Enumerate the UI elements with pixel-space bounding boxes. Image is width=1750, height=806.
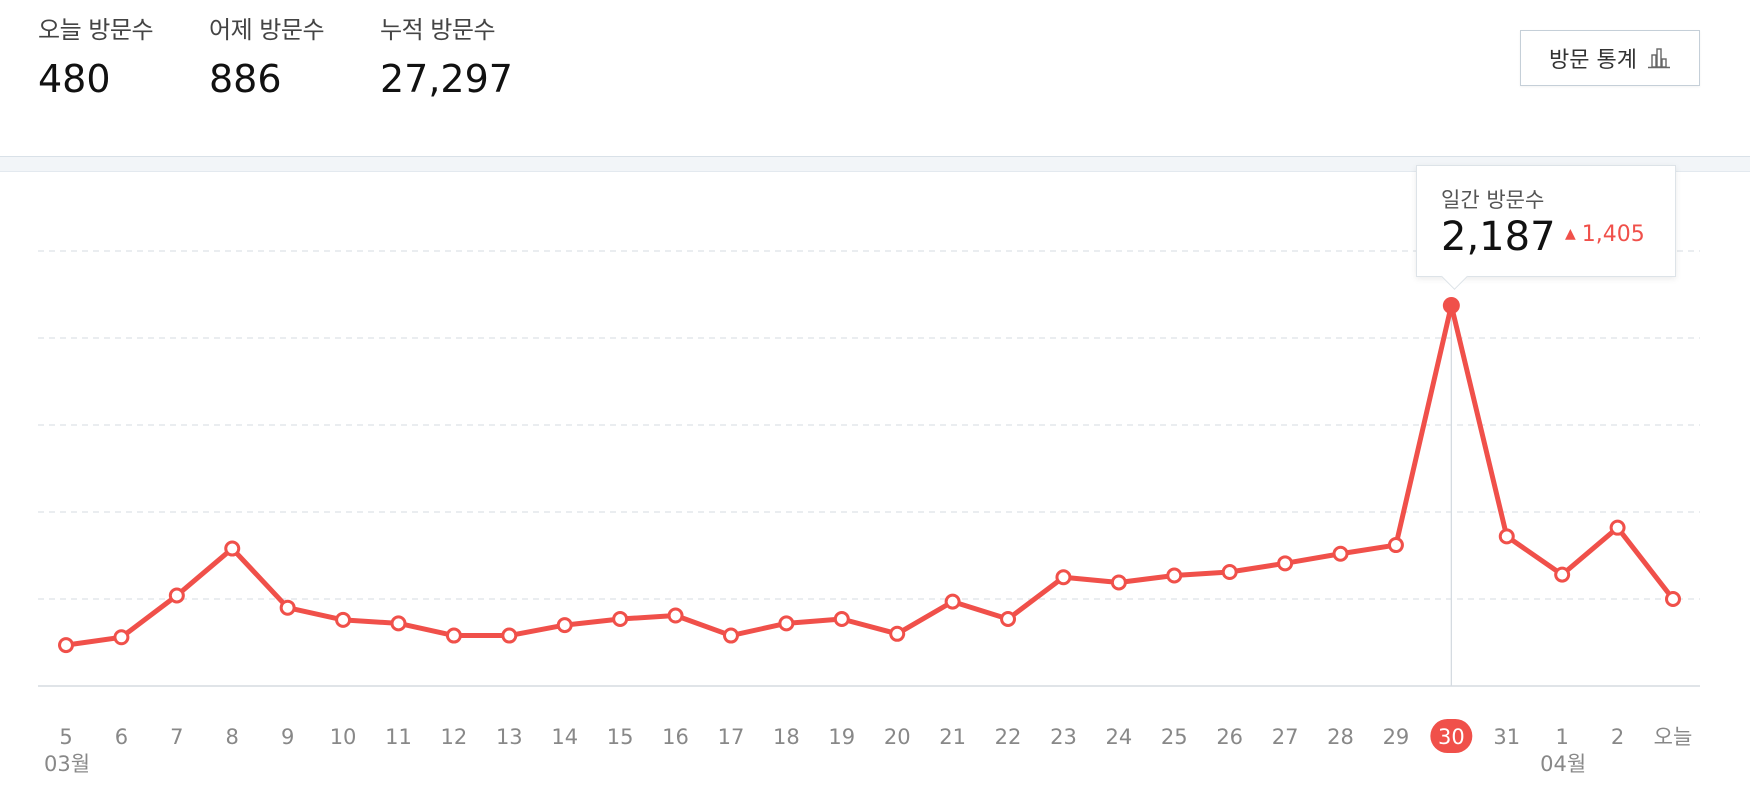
x-tick-label: 11 <box>385 725 412 749</box>
section-divider <box>0 156 1750 172</box>
data-point <box>1332 545 1349 562</box>
x-tick-label: 28 <box>1327 725 1354 749</box>
x-tick-label: 19 <box>828 725 855 749</box>
x-tick-label: 29 <box>1383 725 1410 749</box>
x-tick-label: 15 <box>607 725 634 749</box>
visit-stats-button[interactable]: 방문 통계 <box>1520 30 1700 86</box>
x-tick-label: 23 <box>1050 725 1077 749</box>
data-point <box>501 627 518 644</box>
x-tick-label: 31 <box>1493 725 1520 749</box>
series-line <box>63 302 1676 648</box>
data-point <box>1665 591 1681 607</box>
data-point <box>1554 566 1571 583</box>
month-label: 03월 <box>44 752 90 776</box>
stat-yesterday-value: 886 <box>209 57 282 101</box>
x-tick-label: 13 <box>496 725 523 749</box>
data-point <box>667 607 684 624</box>
x-tick-label: 6 <box>115 725 128 749</box>
stat-yesterday-label: 어제 방문수 <box>209 16 325 44</box>
x-tick-label: 26 <box>1216 725 1243 749</box>
data-point <box>1221 564 1238 581</box>
data-point <box>556 617 573 634</box>
x-tick-label: 9 <box>281 725 294 749</box>
stat-today: 오늘 방문수 480 <box>38 10 154 101</box>
stat-total-value: 27,297 <box>380 57 513 101</box>
x-tick-label: 30 <box>1438 725 1465 749</box>
data-point <box>113 629 130 646</box>
x-tick-label: 8 <box>226 725 239 749</box>
data-point <box>833 611 850 628</box>
data-point <box>1277 555 1294 572</box>
x-tick-label: 24 <box>1105 725 1132 749</box>
x-tick-label: 5 <box>59 725 72 749</box>
month-label: 04월 <box>1540 752 1586 776</box>
up-arrow-icon: ▲ <box>1565 226 1576 242</box>
data-point <box>1055 569 1072 586</box>
x-tick-label: 20 <box>884 725 911 749</box>
tooltip-title: 일간 방문수 <box>1441 188 1545 212</box>
x-tick-label: 12 <box>441 725 468 749</box>
stat-yesterday: 어제 방문수 886 <box>209 10 325 101</box>
x-tick-label: 10 <box>330 725 357 749</box>
data-point <box>224 540 241 557</box>
x-tick-label: 14 <box>551 725 578 749</box>
data-point <box>1110 574 1127 591</box>
bar-chart-icon <box>1647 48 1670 69</box>
data-point <box>1498 528 1515 545</box>
tooltip-delta-value: 1,405 <box>1581 222 1645 247</box>
data-point <box>1166 567 1183 584</box>
stat-total-label: 누적 방문수 <box>380 16 496 44</box>
data-point <box>944 593 961 610</box>
chart-tooltip: 일간 방문수 2,187 ▲ 1,405 <box>1416 165 1676 290</box>
visit-stats-button-label: 방문 통계 <box>1549 48 1637 73</box>
data-point <box>1000 611 1017 628</box>
x-tick-label: 7 <box>170 725 183 749</box>
tooltip-value: 2,187 <box>1441 214 1556 260</box>
x-tick-label: 18 <box>773 725 800 749</box>
data-point <box>722 627 739 644</box>
x-tick-label: 22 <box>995 725 1022 749</box>
stat-total: 누적 방문수 27,297 <box>380 10 513 101</box>
data-point <box>612 611 629 628</box>
x-tick-label: 16 <box>662 725 689 749</box>
tooltip-delta: ▲ 1,405 <box>1565 222 1645 247</box>
x-tick-label: 오늘 <box>1654 725 1693 749</box>
x-tick-label: 17 <box>718 725 745 749</box>
data-point <box>778 615 795 632</box>
data-point <box>390 615 407 632</box>
data-point <box>1387 537 1404 554</box>
stat-today-value: 480 <box>38 57 111 101</box>
data-point <box>58 637 74 654</box>
tick-highlight-pill <box>1430 719 1473 753</box>
data-point <box>279 599 296 616</box>
x-tick-label: 2 <box>1611 725 1624 749</box>
x-tick-label: 25 <box>1161 725 1188 749</box>
x-tick-label: 27 <box>1272 725 1299 749</box>
x-tick-label: 21 <box>939 725 966 749</box>
data-point-highlight <box>1442 296 1460 314</box>
data-point <box>889 625 906 642</box>
data-point <box>335 611 352 628</box>
data-point <box>1609 519 1626 536</box>
x-tick-label: 1 <box>1555 725 1568 749</box>
data-point <box>445 627 462 644</box>
stat-today-label: 오늘 방문수 <box>38 16 154 44</box>
data-point <box>168 587 185 604</box>
